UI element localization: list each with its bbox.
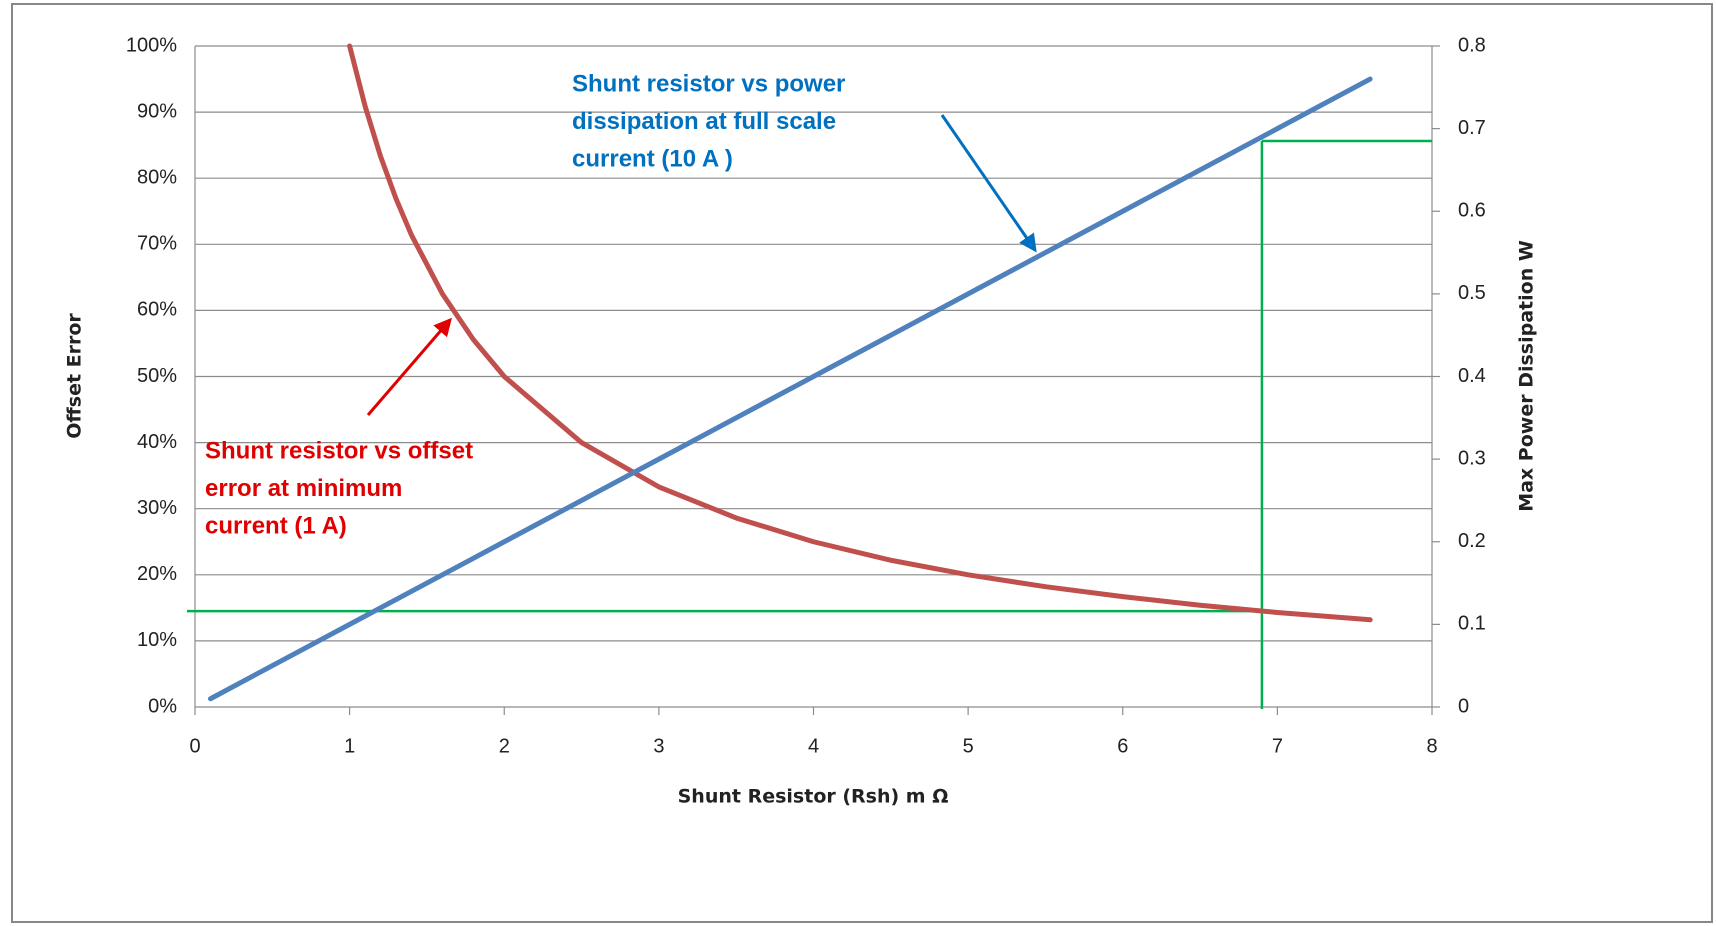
- x-tick-label: 3: [653, 735, 664, 757]
- annotation-text: Shunt resistor vs power: [572, 70, 845, 97]
- x-tick-label: 8: [1426, 735, 1437, 757]
- y2-tick-label: 0.1: [1458, 613, 1486, 635]
- x-tick-label: 2: [499, 735, 510, 757]
- y2-tick-label: 0.8: [1458, 34, 1486, 56]
- x-tick-label: 7: [1272, 735, 1283, 757]
- y-tick-label: 20%: [137, 563, 177, 585]
- y2-axis-title: Max Power Dissipation W: [1516, 240, 1538, 512]
- y2-tick-label: 0.4: [1458, 365, 1486, 387]
- y2-tick-label: 0.7: [1458, 117, 1486, 139]
- y-tick-label: 90%: [137, 100, 177, 122]
- frame: [11, 3, 1713, 923]
- x-tick-label: 5: [963, 735, 974, 757]
- annotation-text: error at minimum: [205, 475, 402, 502]
- annotation-text: current (10 A ): [572, 145, 733, 172]
- y-tick-label: 30%: [137, 497, 177, 519]
- y-tick-label: 40%: [137, 431, 177, 453]
- annotation-arrow: [366, 317, 452, 416]
- y-tick-label: 60%: [137, 299, 177, 321]
- y-axis-title: Offset Error: [64, 313, 86, 439]
- series-line: [347, 43, 1373, 623]
- y-tick-label: 10%: [137, 629, 177, 651]
- y-tick-label: 100%: [126, 34, 177, 56]
- y2-tick-label: 0.6: [1458, 200, 1486, 222]
- x-tick-label: 0: [189, 735, 200, 757]
- y-tick-label: 0%: [148, 695, 177, 717]
- y2-tick-label: 0.3: [1458, 447, 1486, 469]
- x-tick-label: 4: [808, 735, 819, 757]
- y2-tick-label: 0.5: [1458, 282, 1486, 304]
- y-tick-label: 80%: [137, 166, 177, 188]
- y-tick-label: 70%: [137, 233, 177, 255]
- y2-tick-label: 0: [1458, 695, 1469, 717]
- annotation-text: current (1 A): [205, 512, 347, 539]
- y-tick-label: 50%: [137, 365, 177, 387]
- x-tick-label: 6: [1117, 735, 1128, 757]
- annotation-text: dissipation at full scale: [572, 108, 836, 135]
- x-axis-title: Shunt Resistor (Rsh) m Ω: [678, 786, 949, 808]
- annotation-text: Shunt resistor vs offset: [205, 437, 473, 464]
- annotation-arrow: [940, 114, 1037, 253]
- x-tick-label: 1: [344, 735, 355, 757]
- series-line: [207, 76, 1373, 702]
- y2-tick-label: 0.2: [1458, 530, 1486, 552]
